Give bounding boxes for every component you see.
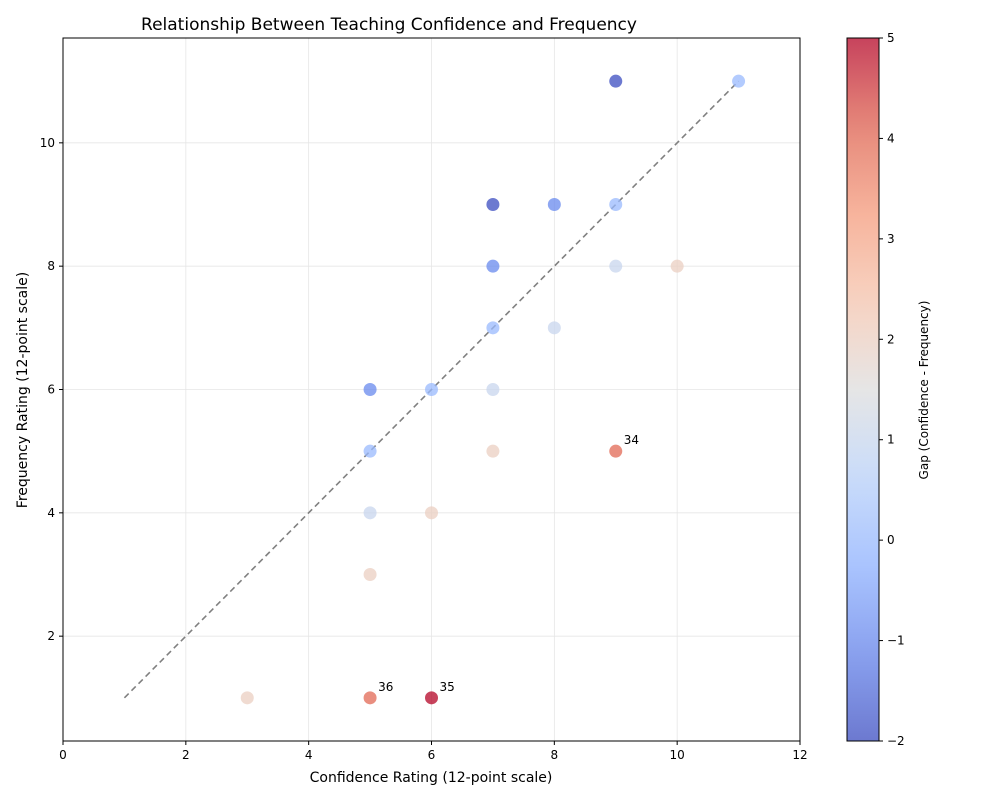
data-point [547, 198, 561, 211]
data-point [425, 506, 438, 520]
data-point [363, 444, 377, 458]
data-points [240, 74, 746, 705]
x-tick-label: 12 [792, 748, 807, 762]
data-point [670, 259, 684, 273]
data-point [609, 259, 623, 273]
x-tick-label: 4 [305, 748, 313, 762]
point-annotation: 34 [624, 433, 639, 447]
y-axis-label: Frequency Rating (12-point scale) [15, 272, 31, 508]
x-axis-ticks: 0 2 4 6 8 10 12 [59, 741, 808, 762]
data-point [363, 383, 377, 396]
data-point [547, 321, 561, 335]
colorbar-label: Gap (Confidence - Frequency) [917, 301, 931, 480]
chart-title: Relationship Between Teaching Confidence… [141, 15, 637, 35]
data-point [363, 568, 377, 581]
point-annotations: 34 36 35 [378, 433, 639, 694]
data-point [486, 383, 500, 396]
x-tick-label: 6 [428, 748, 436, 762]
colorbar-gradient [847, 38, 879, 741]
colorbar-frame [846, 37, 880, 742]
data-point [363, 506, 377, 520]
data-point [732, 74, 746, 88]
data-point [609, 198, 623, 211]
data-point [240, 691, 254, 705]
data-point [486, 198, 500, 211]
data-point [486, 321, 500, 335]
y-axis-ticks: 2 4 6 8 10 [40, 136, 63, 643]
x-tick-label: 0 [59, 748, 67, 762]
colorbar-tick-label: 1 [887, 433, 895, 447]
data-point [425, 691, 438, 705]
y-tick-label: 10 [40, 136, 55, 150]
data-point [609, 444, 623, 458]
colorbar-tick-label: −2 [887, 734, 905, 748]
colorbar-tick-label: 2 [887, 332, 895, 346]
colorbar-tick-label: 5 [887, 31, 895, 45]
colorbar-tick-label: −1 [887, 634, 905, 648]
y-tick-label: 2 [47, 629, 55, 643]
y-tick-label: 6 [47, 383, 55, 397]
point-annotation: 36 [378, 680, 393, 694]
colorbar-tick-label: 4 [887, 131, 895, 145]
colorbar-tick-label: 3 [887, 232, 895, 246]
y-tick-label: 4 [47, 506, 55, 520]
colorbar-tick-label: 0 [887, 533, 895, 547]
colorbar: −2 −1 0 1 2 3 4 5 [846, 31, 905, 748]
data-point [486, 259, 500, 273]
point-annotation: 35 [440, 680, 455, 694]
data-point [609, 74, 623, 88]
data-point [363, 691, 377, 705]
x-tick-label: 10 [670, 748, 685, 762]
x-tick-label: 2 [182, 748, 190, 762]
data-point [486, 444, 500, 458]
x-axis-label: Confidence Rating (12-point scale) [310, 770, 553, 786]
x-tick-label: 8 [551, 748, 559, 762]
data-point [425, 383, 438, 396]
y-tick-label: 8 [47, 259, 55, 273]
